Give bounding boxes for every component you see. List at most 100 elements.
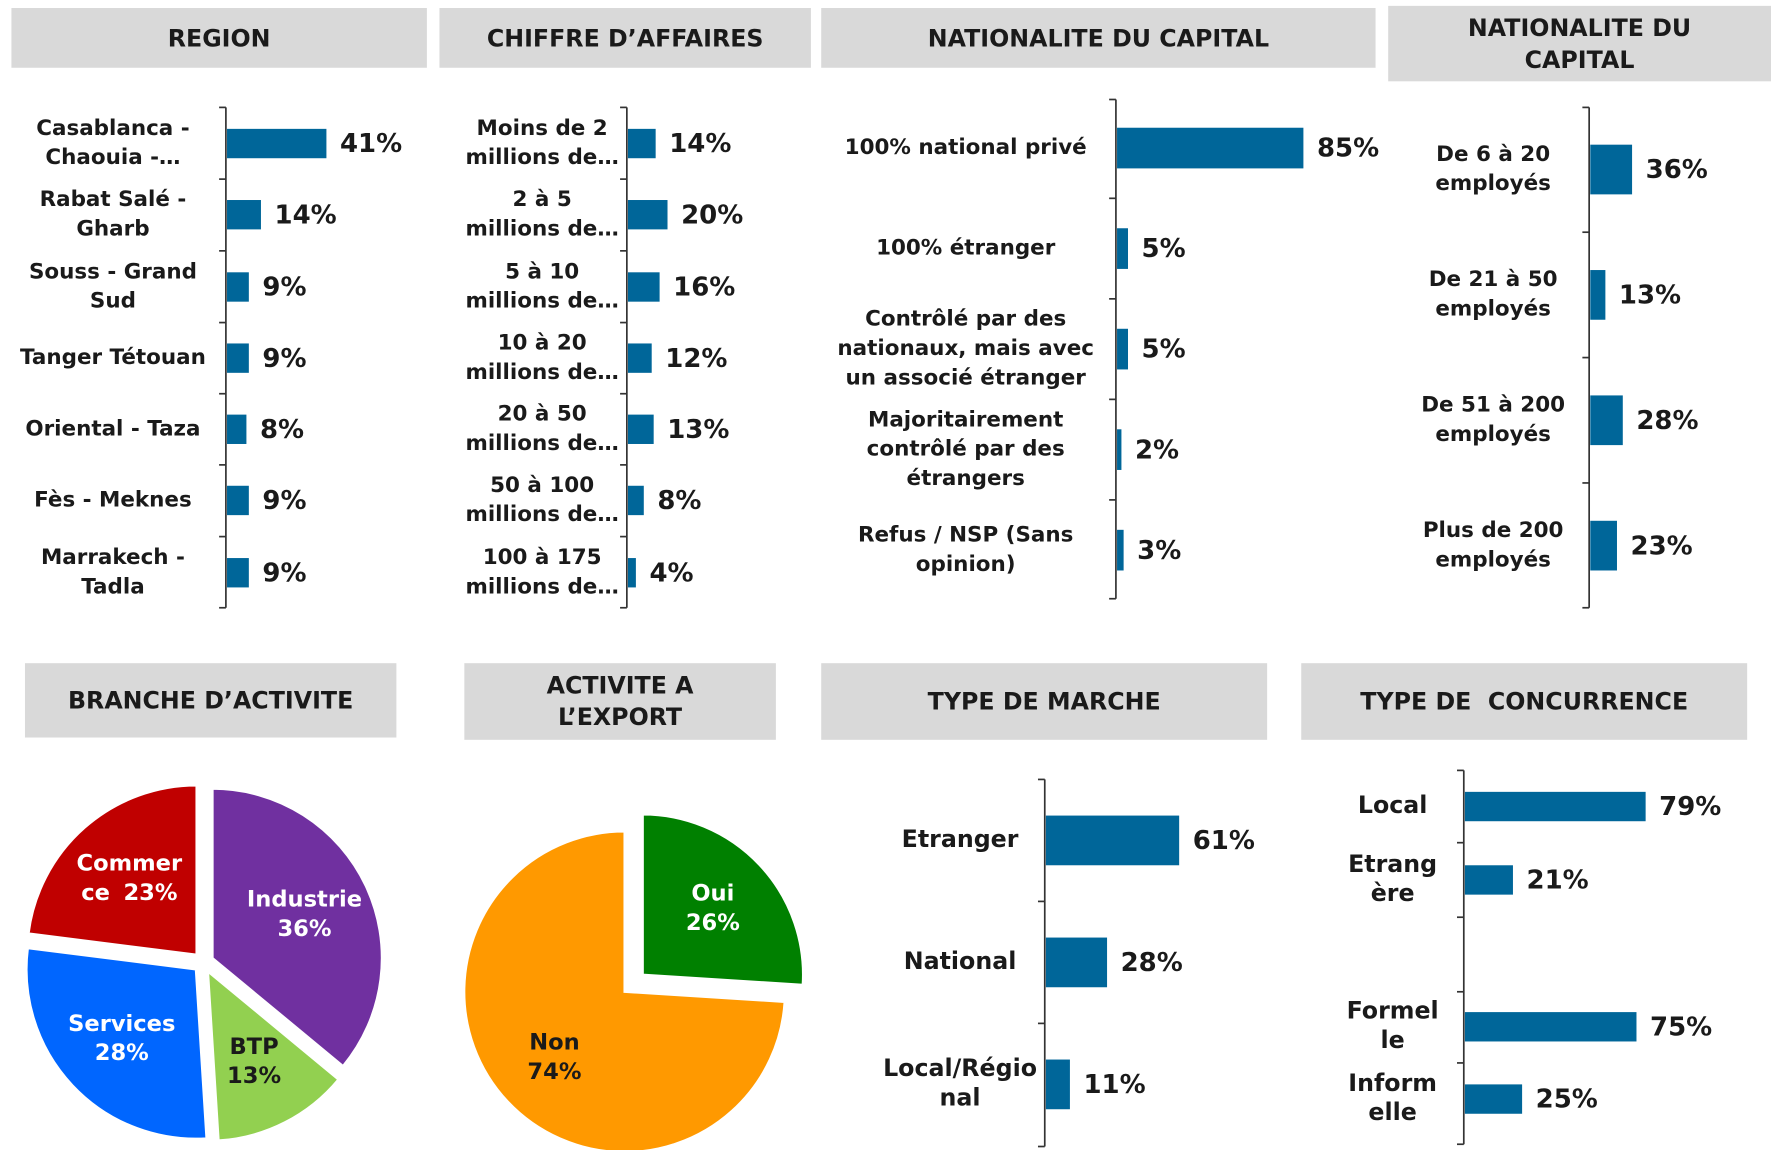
header-box: NATIONALITE DU CAPITAL bbox=[1388, 5, 1771, 82]
category-label: elle bbox=[1368, 1098, 1416, 1126]
category-label: opinion) bbox=[916, 552, 1016, 577]
category-label: Industrie bbox=[247, 887, 362, 913]
value-label: 20% bbox=[681, 200, 743, 230]
bar bbox=[1045, 1059, 1070, 1110]
value-label: 14% bbox=[275, 200, 337, 230]
category-label: Chaouia -… bbox=[45, 145, 180, 170]
value-label: 9% bbox=[262, 344, 306, 374]
value-label: 4% bbox=[649, 558, 693, 588]
header-box: REGION bbox=[11, 8, 427, 68]
bar bbox=[1464, 1012, 1637, 1042]
pie-slice bbox=[641, 813, 805, 987]
category-label: millions de… bbox=[466, 574, 619, 599]
category-label: Oriental - Taza bbox=[25, 416, 200, 441]
bar bbox=[1117, 429, 1122, 470]
bar bbox=[1117, 127, 1304, 169]
category-label: Tadla bbox=[81, 574, 144, 599]
pie-slice bbox=[206, 968, 341, 1142]
category-label: Etrang bbox=[1348, 850, 1437, 878]
bar bbox=[1045, 937, 1108, 988]
header-box: CHIFFRE D’AFFAIRES bbox=[439, 8, 811, 68]
chart-title: ACTIVITE A L’EXPORT bbox=[464, 663, 776, 740]
category-label: millions de… bbox=[466, 360, 619, 385]
value-label: 13% bbox=[667, 415, 729, 445]
value-label: 79% bbox=[1659, 792, 1721, 822]
chart-title: CHIFFRE D’AFFAIRES bbox=[439, 8, 811, 68]
bar bbox=[627, 485, 644, 516]
category-label: millions de… bbox=[466, 145, 619, 170]
category-label: Gharb bbox=[76, 216, 149, 241]
category-label: étrangers bbox=[907, 466, 1025, 491]
bar bbox=[1464, 865, 1513, 895]
category-label: millions de… bbox=[466, 216, 619, 241]
value-label: 25% bbox=[1536, 1085, 1598, 1115]
category-label: 50 à 100 bbox=[490, 473, 594, 498]
category-label: De 6 à 20 bbox=[1436, 142, 1550, 167]
value-label: 8% bbox=[657, 486, 701, 516]
category-label: le bbox=[1381, 1026, 1405, 1054]
category-label: De 21 à 50 bbox=[1429, 267, 1558, 292]
bar bbox=[627, 558, 636, 588]
category-label: Services bbox=[68, 1011, 175, 1037]
slice-label: ce 23% bbox=[81, 880, 177, 906]
category-label: BTP bbox=[229, 1034, 278, 1060]
category-label: 2 à 5 bbox=[513, 187, 572, 212]
category-label: Majoritairement bbox=[868, 407, 1063, 432]
pie-slice bbox=[25, 946, 208, 1140]
value-label: 75% bbox=[1650, 1012, 1712, 1042]
pie-slice bbox=[27, 784, 198, 957]
bar bbox=[227, 200, 261, 230]
category-label: 100 à 175 bbox=[483, 545, 602, 570]
value-label: 36% bbox=[277, 916, 331, 942]
value-label: 28% bbox=[95, 1040, 149, 1066]
value-label: 21% bbox=[1527, 866, 1589, 896]
category-label: Etranger bbox=[902, 825, 1019, 853]
bar bbox=[627, 200, 668, 230]
value-label: 36% bbox=[1646, 155, 1708, 185]
header-box: TYPE DE CONCURRENCE bbox=[1301, 663, 1748, 740]
chart-title: BRANCHE D’ACTIVITE bbox=[24, 663, 397, 738]
chart-title: NATIONALITE DU CAPITAL bbox=[1388, 5, 1771, 82]
chart-title: NATIONALITE DU CAPITAL bbox=[821, 8, 1376, 68]
bar bbox=[227, 485, 249, 516]
bar bbox=[627, 272, 660, 302]
bar bbox=[1590, 270, 1606, 320]
category-label: employés bbox=[1435, 297, 1551, 322]
chart-title: REGION bbox=[11, 8, 427, 68]
value-label: 8% bbox=[260, 415, 304, 445]
bar bbox=[227, 343, 249, 373]
value-label: 16% bbox=[673, 273, 735, 303]
category-label: Casablanca - bbox=[36, 116, 189, 141]
category-label: Sud bbox=[90, 289, 136, 314]
category-label: Marrakech - bbox=[41, 545, 185, 570]
category-label: ère bbox=[1371, 879, 1415, 907]
category-label: Refus / NSP (Sans bbox=[858, 522, 1073, 547]
category-label: employés bbox=[1435, 422, 1551, 447]
category-label: 10 à 20 bbox=[498, 330, 587, 355]
bar bbox=[1464, 1084, 1523, 1114]
category-label: Formel bbox=[1347, 997, 1439, 1025]
header-box: BRANCHE D’ACTIVITE bbox=[24, 663, 397, 738]
category-label: 5 à 10 bbox=[505, 259, 579, 284]
value-label: 13% bbox=[1619, 281, 1681, 311]
category-label: Commer bbox=[77, 850, 183, 876]
category-label: Contrôlé par des bbox=[865, 307, 1066, 332]
value-label: 26% bbox=[686, 910, 740, 936]
bar bbox=[227, 558, 249, 588]
category-label: Souss - Grand bbox=[29, 259, 197, 284]
category-label: Local bbox=[1358, 791, 1428, 819]
bar bbox=[227, 272, 249, 302]
value-label: 9% bbox=[262, 273, 306, 303]
value-label: 5% bbox=[1142, 234, 1186, 264]
category-label: 100% étranger bbox=[876, 236, 1056, 261]
bar bbox=[1464, 791, 1646, 822]
value-label: 14% bbox=[669, 129, 731, 159]
bar bbox=[627, 128, 656, 159]
value-label: 5% bbox=[1142, 335, 1186, 365]
bar bbox=[1117, 328, 1129, 370]
category-label: De 51 à 200 bbox=[1421, 393, 1565, 418]
value-label: 3% bbox=[1137, 536, 1181, 566]
category-label: un associé étranger bbox=[846, 365, 1087, 390]
pie-slice bbox=[463, 830, 786, 1150]
category-label: Fès - Meknes bbox=[34, 487, 192, 512]
